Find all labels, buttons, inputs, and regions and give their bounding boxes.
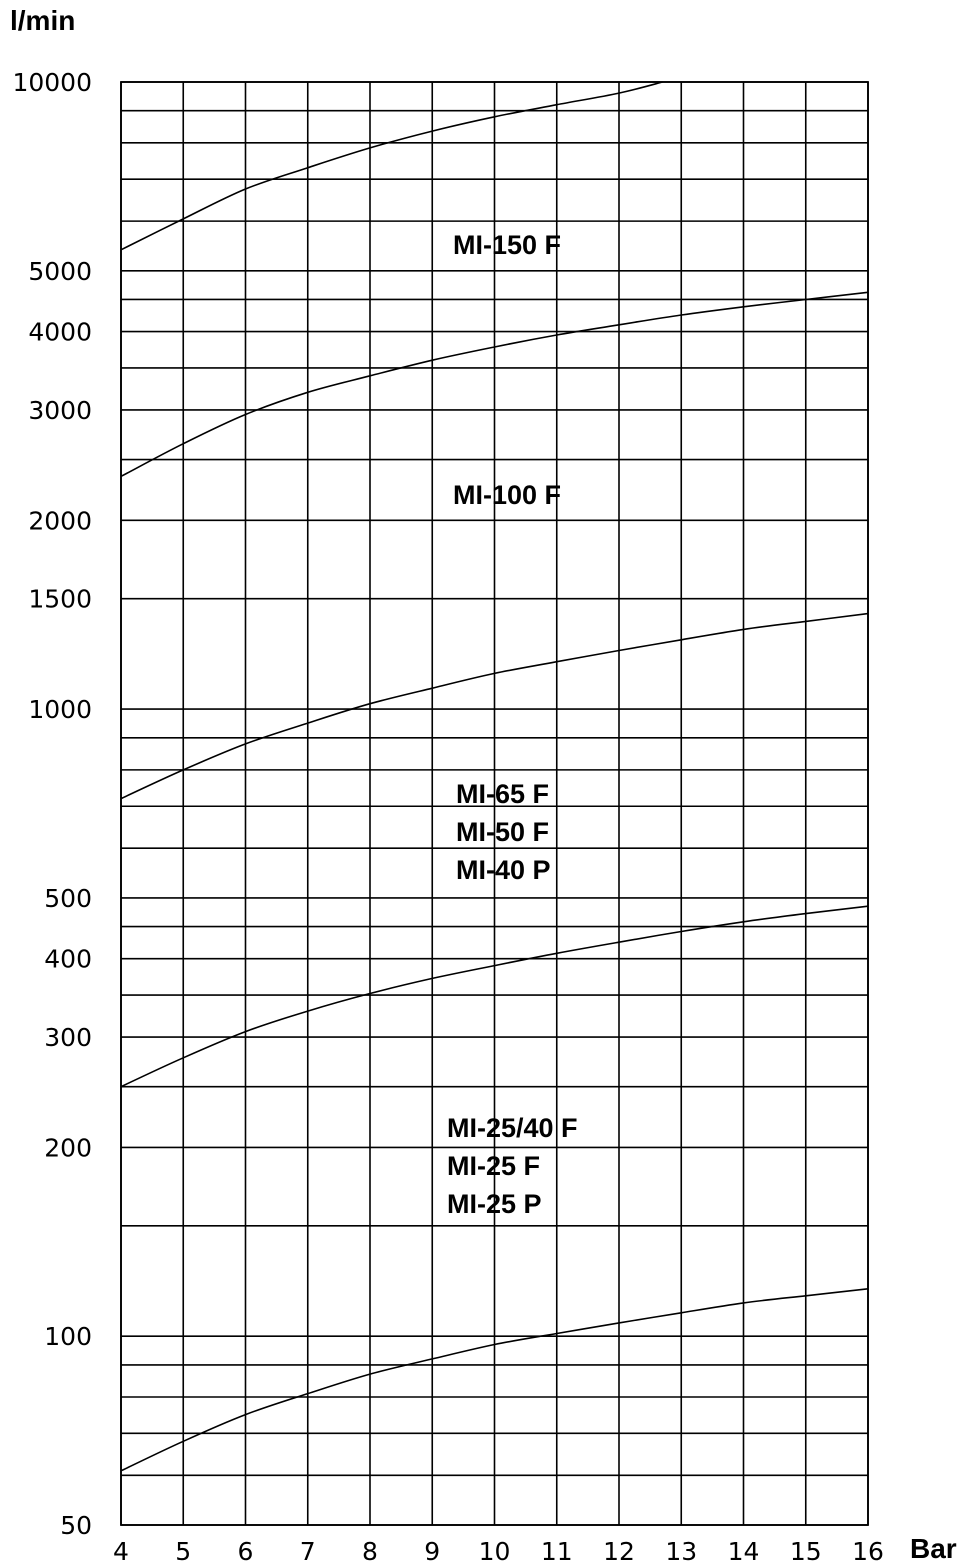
model-label: MI-65 F	[456, 779, 549, 809]
x-tick-7: 7	[300, 1537, 316, 1565]
y-tick-3000: 3000	[28, 396, 92, 425]
y-tick-2000: 2000	[28, 506, 92, 535]
x-axis-label: Bar	[910, 1533, 957, 1564]
x-tick-11: 11	[541, 1537, 573, 1565]
x-tick-5: 5	[175, 1537, 191, 1565]
horizontal-grid	[121, 81, 868, 1526]
curve-5	[120, 1288, 869, 1472]
curves	[120, 81, 869, 1472]
curve-3	[120, 612, 869, 800]
model-label: MI-40 P	[456, 855, 551, 885]
y-tick-50: 50	[60, 1511, 92, 1540]
x-tick-14: 14	[728, 1537, 760, 1565]
x-tick-9: 9	[424, 1537, 440, 1565]
y-tick-10000: 10000	[12, 68, 92, 97]
y-tick-200: 200	[44, 1133, 92, 1162]
x-tick-12: 12	[603, 1537, 635, 1565]
y-tick-1500: 1500	[28, 585, 92, 614]
x-tick-16: 16	[852, 1537, 884, 1565]
y-tick-100: 100	[44, 1322, 92, 1351]
model-label: MI-25/40 F	[447, 1113, 578, 1143]
y-tick-4000: 4000	[28, 318, 92, 347]
x-tick-10: 10	[479, 1537, 511, 1565]
y-tick-5000: 5000	[28, 257, 92, 286]
x-tick-labels: 4 5 6 7 8 9 10 11 12 13 14 15 16	[113, 1537, 884, 1565]
model-label: MI-100 F	[453, 480, 561, 510]
curve-2	[120, 291, 869, 478]
y-tick-labels: 10000 5000 4000 3000 2000 1500 1000 500 400 300 20…	[12, 68, 92, 1540]
x-tick-15: 15	[790, 1537, 822, 1565]
model-label: MI-150 F	[453, 230, 561, 260]
curve-4	[120, 905, 869, 1088]
y-tick-1000: 1000	[28, 695, 92, 724]
x-tick-8: 8	[362, 1537, 378, 1565]
x-tick-13: 13	[665, 1537, 697, 1565]
model-label: MI-25 F	[447, 1151, 540, 1181]
model-labels: MI-150 F MI-100 F MI-65 F MI-50 F MI-40 P MI-…	[447, 230, 578, 1219]
y-axis-label: l/min	[10, 5, 75, 36]
y-tick-500: 500	[44, 884, 92, 913]
model-label: MI-25 P	[447, 1189, 542, 1219]
x-tick-6: 6	[238, 1537, 254, 1565]
x-tick-4: 4	[113, 1537, 129, 1565]
y-tick-400: 400	[44, 945, 92, 974]
model-label: MI-50 F	[456, 817, 549, 847]
curve-1	[120, 81, 663, 251]
y-tick-300: 300	[44, 1023, 92, 1052]
